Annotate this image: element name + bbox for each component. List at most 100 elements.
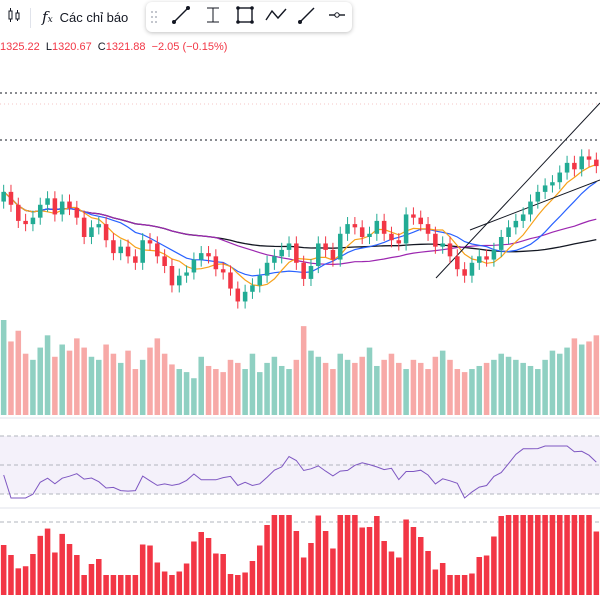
candle-body <box>184 272 189 276</box>
histogram-bar <box>469 573 475 595</box>
candle-body <box>1 191 6 202</box>
candle-body <box>118 246 123 254</box>
candle-body <box>147 240 153 244</box>
ray-tool[interactable] <box>294 4 320 30</box>
histogram-bar <box>22 566 29 595</box>
histogram-bar <box>432 569 439 595</box>
candle-body <box>396 240 402 244</box>
volume-bar <box>469 369 475 415</box>
volume-bar <box>88 356 95 415</box>
histogram-bar <box>96 559 102 595</box>
close-label: C <box>97 41 106 53</box>
candle-body <box>367 233 372 238</box>
volume-bar <box>249 353 256 415</box>
histogram-bar <box>169 575 175 595</box>
volume-bar <box>381 359 387 415</box>
histogram-bar <box>300 557 307 595</box>
candle-body <box>359 227 365 238</box>
histogram-bar <box>513 515 519 595</box>
volume-bar <box>498 353 504 415</box>
histogram-bar <box>161 571 168 595</box>
candle-body <box>316 243 321 267</box>
histogram-bar <box>439 563 446 595</box>
histogram-bar <box>425 551 431 595</box>
histogram-bar <box>586 515 592 595</box>
histogram-bar <box>88 564 95 595</box>
volume-bar <box>476 365 483 415</box>
volume-bar <box>161 353 168 415</box>
volume-bar <box>425 369 431 415</box>
candle-style-button[interactable] <box>4 4 24 30</box>
volume-bar <box>578 344 585 415</box>
candle-body <box>59 201 65 215</box>
histogram-bar <box>410 527 417 595</box>
candle-body <box>564 162 570 173</box>
candle-body <box>74 207 80 218</box>
drag-handle-icon[interactable] <box>150 10 158 29</box>
candle-body <box>8 191 14 205</box>
toolbar-divider <box>30 8 31 28</box>
candle-body <box>323 243 328 250</box>
volume-bar <box>30 359 36 415</box>
vertical-line-tool[interactable] <box>200 4 226 30</box>
volume-bar <box>242 369 248 415</box>
histogram-bar <box>417 537 424 595</box>
histogram-bar <box>593 531 600 595</box>
candle-body <box>418 217 423 225</box>
volume-bar <box>352 362 358 415</box>
histogram-bar <box>359 527 365 595</box>
low-value: 1320.67 <box>51 41 92 53</box>
volume-bar <box>366 347 373 415</box>
histogram-bar <box>381 541 387 595</box>
indicators-button[interactable]: fx Các chỉ báo <box>42 4 134 30</box>
histogram-bar <box>235 575 241 595</box>
histogram-bar <box>242 572 248 595</box>
horizontal-ray-tool[interactable] <box>324 4 350 30</box>
histogram-bar <box>256 545 263 595</box>
volume-bar <box>8 341 14 415</box>
trend-line-tool[interactable] <box>168 4 194 30</box>
candle-body <box>242 291 248 302</box>
candle-body <box>337 233 343 260</box>
rectangle-tool[interactable] <box>232 4 258 30</box>
candle-body <box>374 220 380 234</box>
candle-body <box>403 214 409 244</box>
candle-body <box>389 233 394 241</box>
volume-bar <box>81 347 87 415</box>
histogram-bar <box>44 528 51 595</box>
histogram-bar <box>271 515 278 595</box>
candle-body <box>572 162 577 170</box>
candle-body <box>308 266 314 279</box>
volume-bar <box>535 369 541 415</box>
histogram-bar <box>154 562 161 595</box>
ema-mid-line <box>3 181 597 277</box>
rsi-line <box>3 445 597 499</box>
candle-body <box>535 191 541 202</box>
ema-short-line <box>3 163 597 287</box>
histogram-bar <box>264 525 270 595</box>
volume-bar <box>183 372 190 415</box>
path-tool[interactable] <box>262 4 290 30</box>
histogram-bar <box>374 516 380 595</box>
candle-body <box>228 272 233 289</box>
volume-bar <box>205 365 212 415</box>
histogram-bar <box>461 575 468 595</box>
histogram-bar <box>483 555 490 595</box>
low-label: L <box>45 41 52 53</box>
candle-body <box>111 240 116 254</box>
candle-body <box>542 185 548 192</box>
volume-bar <box>300 326 307 415</box>
ohlc-legend: 1325.22 L1320.67 C1321.88 −2.05 (−0.15%) <box>0 41 227 53</box>
candle-body <box>250 285 255 292</box>
histogram-bar <box>59 533 65 595</box>
volume-bar <box>271 356 278 415</box>
histogram-bar <box>315 515 322 595</box>
candle-body <box>352 224 358 228</box>
histogram-bar <box>15 568 22 595</box>
volume-bar <box>132 369 139 415</box>
candle-body <box>162 256 167 267</box>
candle-body <box>213 256 219 270</box>
candle-body <box>286 243 292 250</box>
volume-bar <box>593 335 600 415</box>
